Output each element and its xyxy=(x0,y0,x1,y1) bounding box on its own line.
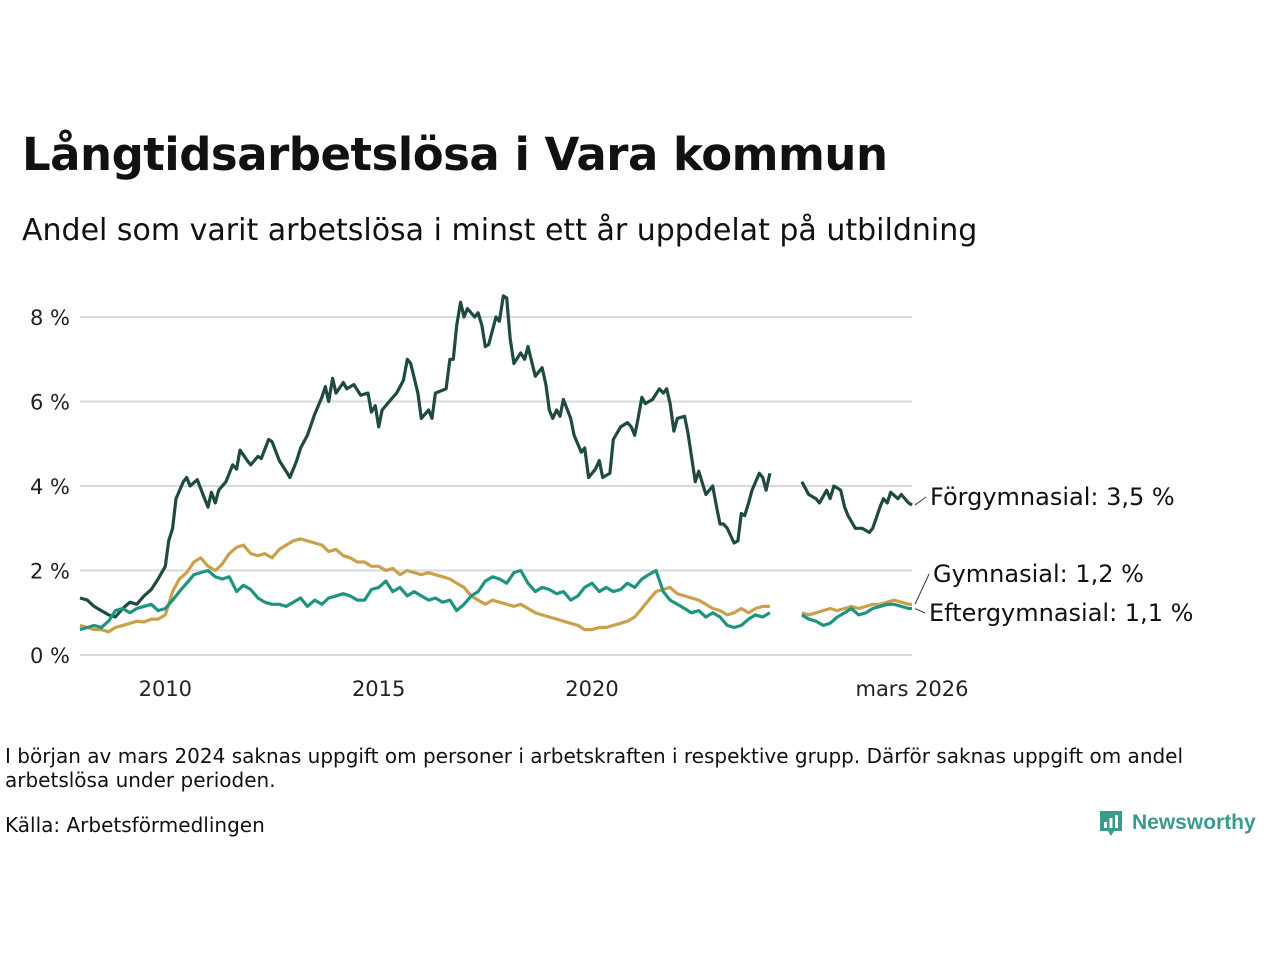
y-tick-label: 4 % xyxy=(30,475,70,499)
x-tick-label: mars 2026 xyxy=(855,677,968,701)
x-tick-label: 2020 xyxy=(565,677,618,701)
series-line-förgymnasial xyxy=(800,481,913,535)
x-axis-ticks: 2010 2015 2020 mars 2026 xyxy=(139,677,969,701)
label-leader-line xyxy=(914,573,930,605)
y-tick-label: 0 % xyxy=(30,644,70,668)
label-leader-line xyxy=(914,608,926,614)
y-tick-label: 2 % xyxy=(30,560,70,584)
y-axis-ticks: 0 % 2 % 4 % 6 % 8 % xyxy=(30,306,70,668)
series-line-gymnasial xyxy=(801,598,912,617)
y-tick-label: 8 % xyxy=(30,306,70,330)
newsworthy-logo-icon xyxy=(1100,811,1122,836)
series-label-förgymnasial: Förgymnasial: 3,5 % xyxy=(930,483,1175,511)
gridlines xyxy=(80,316,912,656)
chart-subtitle: Andel som varit arbetslösa i minst ett å… xyxy=(22,213,978,248)
series-line-förgymnasial xyxy=(79,294,772,619)
y-tick-label: 6 % xyxy=(30,391,70,415)
series-labels: Förgymnasial: 3,5 % Gymnasial: 1,2 % Efter… xyxy=(914,483,1193,627)
series-lines xyxy=(79,294,913,634)
series-label-gymnasial: Gymnasial: 1,2 % xyxy=(933,560,1144,588)
label-leader-line xyxy=(914,496,927,506)
series-label-eftergymnasial: Eftergymnasial: 1,1 % xyxy=(929,599,1193,627)
source-text: Källa: Arbetsförmedlingen xyxy=(5,813,265,837)
chart-title: Långtidsarbetslösa i Vara kommun xyxy=(22,128,888,181)
brand-name: Newsworthy xyxy=(1132,811,1256,834)
series-line-gymnasial xyxy=(79,537,770,634)
series-line-eftergymnasial xyxy=(79,568,771,632)
x-tick-label: 2015 xyxy=(352,677,405,701)
series-line-eftergymnasial xyxy=(801,602,912,627)
line-chart: 0 % 2 % 4 % 6 % 8 % 2010 2015 2020 mars 2026 Fö… xyxy=(30,294,1193,701)
brand-logo[interactable]: Newsworthy xyxy=(1098,808,1256,838)
x-tick-label: 2010 xyxy=(139,677,192,701)
footnote: I början av mars 2024 saknas uppgift om … xyxy=(5,744,1184,792)
